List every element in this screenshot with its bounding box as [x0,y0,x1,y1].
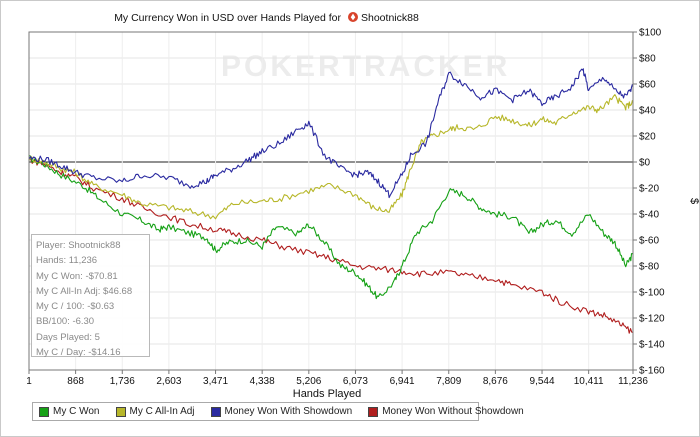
player-stats-box: Player: Shootnick88 Hands: 11,236 My C W… [31,234,150,359]
x-tick-label: 11,236 [618,376,648,387]
x-tick-label: 1 [26,376,32,387]
x-tick-label: 4,338 [250,376,275,387]
x-tick-label: 9,544 [530,376,555,387]
legend-swatch [115,406,126,417]
series-line-money-won-with-showdown [28,68,634,199]
legend-label: Money Won With Showdown [224,406,353,417]
x-tick-label: 1,736 [110,376,135,387]
y-tick-label: $-40 [639,210,659,221]
y-axis-ticks: $100 $80 $60 $40 $20 $0 $-20 $-40 $-60 $-80 $-100 $… [633,28,665,377]
legend-label: Money Won Without Showdown [382,406,524,417]
y-tick-label: $40 [639,106,656,117]
stat-bb-100: BB/100: -6.30 [36,316,95,328]
legend-item-without-showdown: Money Won Without Showdown [368,406,524,417]
stat-won: My C Won: -$70.81 [36,270,118,282]
poker-suit-icon [348,12,358,22]
series-line-money-won-without-showdown [28,158,634,334]
x-tick-label: 8,676 [483,376,508,387]
chart-legend: My C Won My C All-In Adj Money Won With … [32,402,524,421]
y-tick-label: $-60 [639,236,659,247]
legend-label: My C All-In Adj [129,406,195,417]
stat-per-100: My C / 100: -$0.63 [36,301,115,313]
y-tick-label: $20 [639,132,656,143]
legend-item-with-showdown: Money Won With Showdown [210,406,353,417]
y-tick-label: $-80 [639,262,659,273]
series-line-my-c-all-in-adj [28,94,634,220]
chart-title-player: Shootnick88 [361,12,419,24]
y-axis-label: $ [688,198,699,204]
stat-all-in-adj: My C All-In Adj: $46.68 [36,285,133,297]
x-tick-label: 2,603 [156,376,181,387]
stat-hands: Hands: 11,236 [36,255,98,267]
x-tick-label: 868 [67,376,84,387]
pokertracker-watermark: POKERTRACKER [221,50,510,83]
y-tick-label: $80 [639,54,656,65]
legend-item-my-c-won: My C Won [39,406,100,417]
y-tick-label: $100 [639,28,662,39]
stat-per-day: My C / Day: -$14.16 [36,347,121,359]
x-tick-label: 10,411 [574,376,604,387]
legend-item-all-in-adj: My C All-In Adj [115,406,195,417]
x-tick-label: 3,471 [203,376,228,387]
x-tick-label: 5,206 [296,376,321,387]
y-tick-label: $-100 [639,288,665,299]
y-tick-label: $-20 [639,184,659,195]
series-layer [28,68,634,334]
legend-swatch [210,406,221,417]
y-tick-label: $-140 [639,340,665,351]
y-tick-label: $-120 [639,314,665,325]
stat-player: Player: Shootnick88 [36,240,121,251]
x-axis-label: Hands Played [293,388,362,400]
series-line-my-c-won [28,155,634,300]
legend-label: My C Won [53,406,100,417]
stat-days-played: Days Played: 5 [36,331,100,343]
x-tick-label: 7,809 [436,376,461,387]
legend-swatch [39,406,49,417]
y-tick-label: $60 [639,80,656,91]
chart-title: My Currency Won in USD over Hands Played… [114,12,341,24]
legend-swatch [368,406,379,417]
x-tick-label: 6,941 [390,376,415,387]
y-tick-label: $0 [639,158,651,169]
x-axis-ticks: 1 868 1,736 2,603 3,471 4,338 5,206 6,073 6,941 7… [26,370,648,387]
plot-area [28,31,634,371]
x-tick-label: 6,073 [343,376,368,387]
y-tick-label: $-160 [639,366,665,377]
